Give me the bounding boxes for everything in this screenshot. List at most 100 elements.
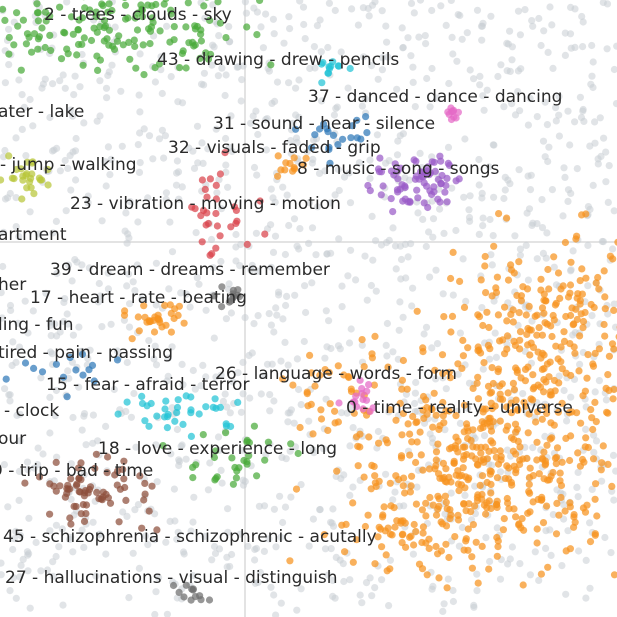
dot bbox=[236, 262, 244, 270]
dot bbox=[312, 251, 320, 259]
dot bbox=[584, 203, 593, 211]
dot bbox=[63, 45, 71, 53]
dot bbox=[503, 345, 511, 353]
dot bbox=[601, 533, 609, 542]
dot bbox=[515, 520, 523, 528]
dot bbox=[547, 551, 555, 560]
dot bbox=[92, 572, 100, 580]
dot bbox=[593, 512, 601, 520]
dot bbox=[141, 532, 150, 540]
dot bbox=[173, 535, 181, 543]
dot bbox=[283, 292, 291, 300]
dot bbox=[136, 108, 144, 116]
dot bbox=[429, 233, 437, 241]
dot bbox=[543, 441, 551, 449]
dot bbox=[135, 327, 143, 335]
dot bbox=[434, 440, 442, 448]
dot bbox=[371, 479, 379, 487]
dot bbox=[134, 218, 142, 226]
dot bbox=[9, 338, 17, 346]
dot bbox=[85, 485, 94, 494]
dot bbox=[234, 398, 242, 406]
dot bbox=[347, 134, 355, 142]
dot bbox=[516, 31, 525, 39]
dot bbox=[487, 489, 495, 497]
dot bbox=[456, 419, 464, 427]
dot bbox=[204, 219, 212, 228]
dot bbox=[442, 21, 450, 29]
dot bbox=[248, 349, 256, 357]
dot bbox=[385, 157, 393, 165]
dot bbox=[410, 520, 418, 529]
dot bbox=[389, 348, 397, 356]
dot bbox=[506, 67, 514, 75]
dot bbox=[504, 276, 513, 284]
dot bbox=[280, 39, 288, 47]
dot bbox=[610, 306, 617, 314]
dot bbox=[533, 539, 541, 547]
dot bbox=[163, 22, 171, 30]
dot bbox=[18, 125, 26, 133]
dot bbox=[21, 359, 30, 367]
dot bbox=[389, 224, 397, 232]
dot bbox=[121, 307, 129, 315]
dot bbox=[383, 38, 391, 46]
dot bbox=[209, 264, 217, 272]
dot bbox=[134, 313, 142, 321]
dot bbox=[319, 445, 328, 453]
dot bbox=[116, 485, 124, 493]
dot bbox=[428, 434, 436, 442]
dot bbox=[144, 194, 152, 202]
dot bbox=[594, 273, 602, 282]
dot bbox=[447, 274, 455, 283]
dot bbox=[363, 129, 371, 137]
dot bbox=[15, 232, 23, 241]
dot bbox=[576, 332, 584, 340]
dot bbox=[241, 0, 249, 6]
dot bbox=[227, 309, 235, 317]
dot bbox=[72, 176, 80, 184]
dot bbox=[187, 393, 195, 401]
dot bbox=[238, 446, 246, 454]
dot bbox=[493, 273, 501, 281]
dot bbox=[154, 315, 162, 323]
dot bbox=[543, 121, 552, 129]
dot bbox=[596, 114, 604, 122]
dot bbox=[545, 143, 553, 151]
dot bbox=[67, 495, 75, 503]
dot bbox=[21, 479, 29, 487]
dot bbox=[340, 577, 348, 586]
dot bbox=[523, 285, 532, 293]
dot bbox=[394, 137, 402, 145]
topic-label: artment bbox=[0, 225, 67, 245]
dot bbox=[555, 132, 564, 140]
dot bbox=[103, 469, 111, 477]
dot bbox=[390, 504, 398, 512]
dot bbox=[274, 152, 282, 160]
dot bbox=[469, 426, 477, 434]
dot bbox=[573, 409, 581, 417]
dot bbox=[64, 164, 72, 172]
dot bbox=[267, 321, 275, 329]
dot bbox=[14, 22, 22, 30]
dot bbox=[432, 411, 440, 419]
dot bbox=[335, 235, 343, 243]
dot bbox=[401, 174, 409, 182]
dot bbox=[199, 159, 207, 167]
dot bbox=[571, 349, 579, 357]
dot bbox=[123, 282, 131, 290]
dot bbox=[397, 275, 405, 283]
dot bbox=[0, 289, 5, 297]
dot bbox=[442, 465, 450, 473]
dot bbox=[325, 143, 333, 151]
dot bbox=[141, 490, 149, 498]
dot bbox=[485, 163, 493, 171]
dot bbox=[552, 530, 561, 538]
dot bbox=[571, 43, 579, 52]
dot bbox=[173, 425, 181, 434]
dot bbox=[605, 386, 613, 394]
dot bbox=[487, 12, 495, 20]
dot bbox=[540, 290, 548, 298]
dot bbox=[601, 305, 609, 313]
dot bbox=[538, 415, 546, 423]
